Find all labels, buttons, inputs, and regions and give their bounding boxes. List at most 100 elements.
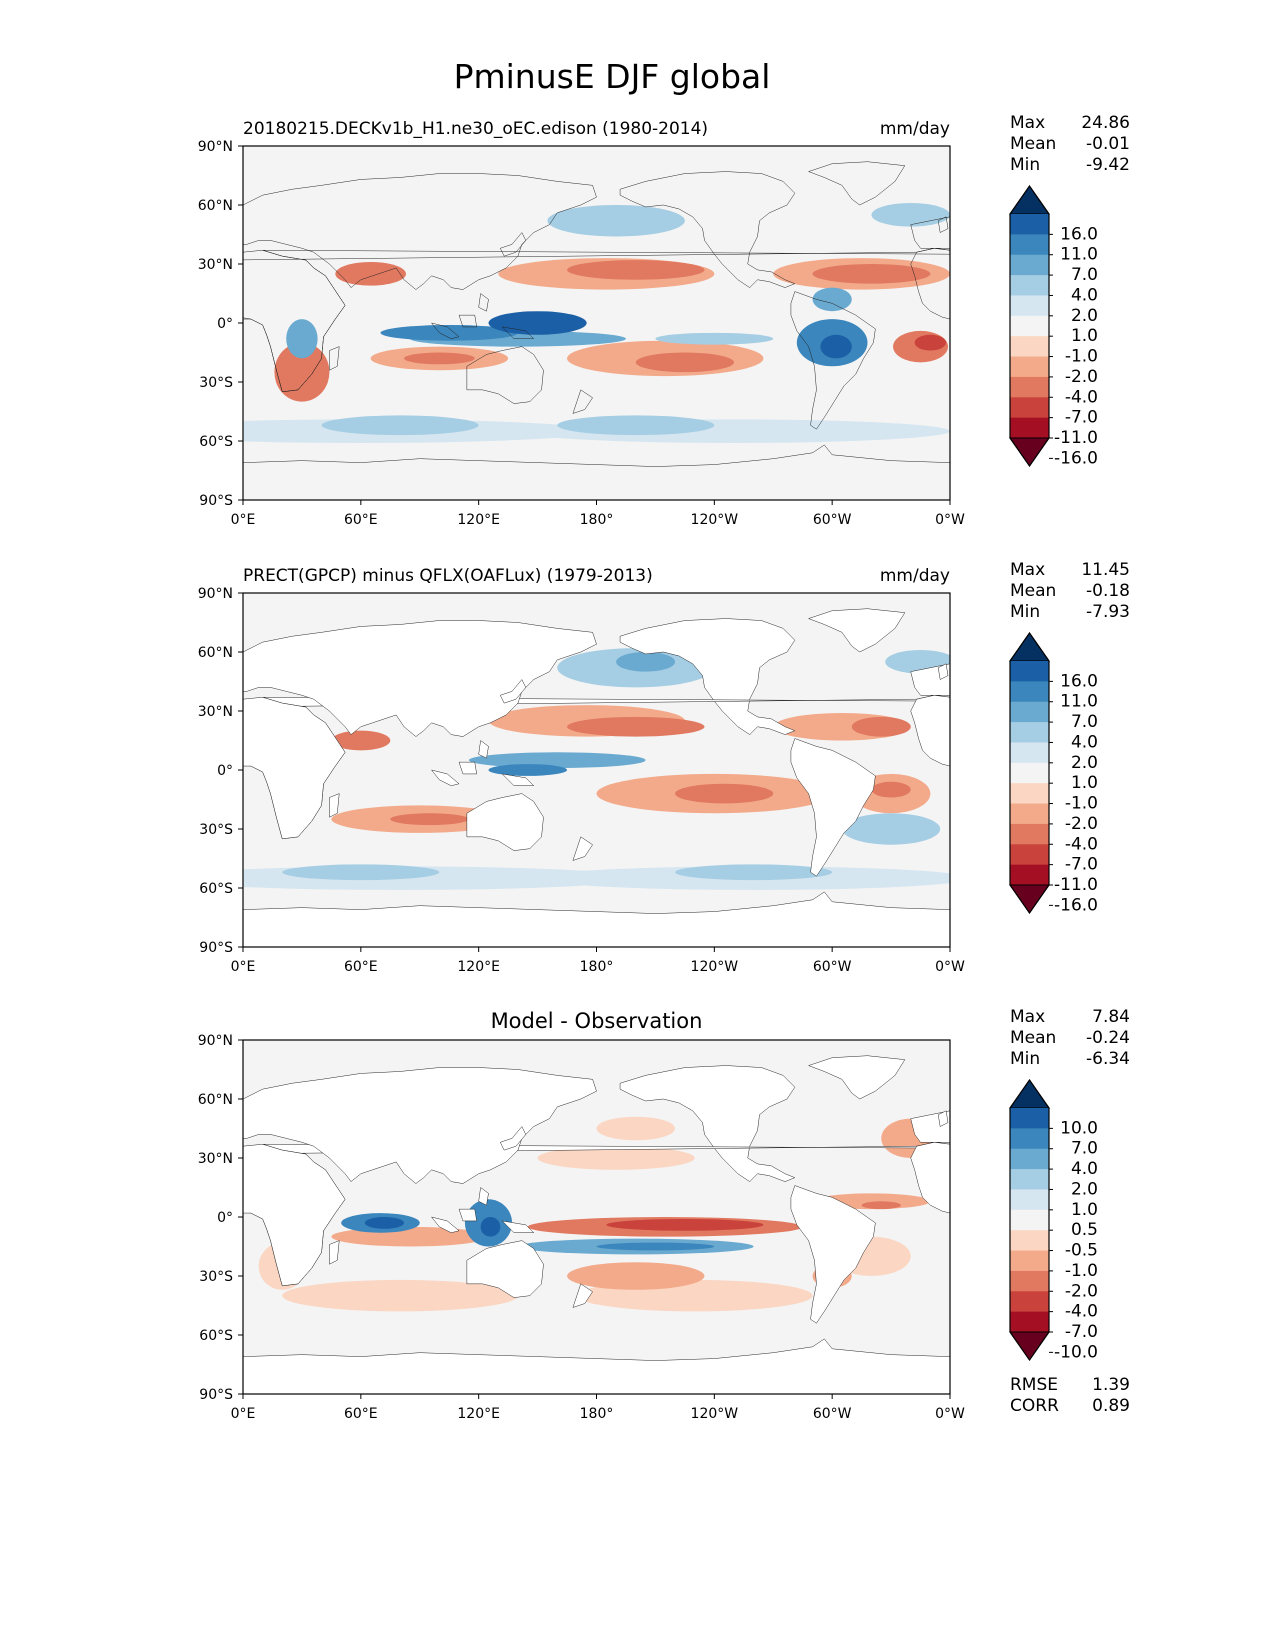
contour-region — [331, 730, 391, 751]
panel-2: 0°E 60°E 120°E 180° 120°W 60°W 0°W 90°N 60°N 30°N… — [198, 560, 1130, 975]
colorbar-label: 1.0 — [1071, 773, 1098, 793]
stat-value: -0.24 — [1086, 1028, 1130, 1048]
stat-label: Mean — [1010, 581, 1056, 601]
colorbar-segment — [1010, 254, 1049, 276]
contour-region — [480, 1217, 501, 1237]
x-tick-label: 120°E — [457, 959, 500, 975]
x-tick-label: 0°W — [935, 512, 965, 528]
y-tick-label: 0° — [217, 316, 233, 332]
x-tick-label: 120°W — [691, 512, 739, 528]
y-tick-label: 30°N — [198, 257, 233, 273]
panel-units: mm/day — [880, 566, 950, 586]
contour-region — [914, 334, 947, 351]
stat-value: 24.86 — [1081, 113, 1130, 133]
contour-region — [488, 311, 587, 335]
colorbar: 10.07.04.02.01.00.5-0.5-1.0-2.0-4.0-7.0-… — [1009, 1078, 1098, 1362]
x-tick-label: 60°E — [344, 959, 378, 975]
colorbar-segment — [1010, 823, 1049, 845]
colorbar-segment — [1010, 701, 1049, 723]
x-tick-label: 60°E — [344, 1406, 378, 1422]
contour-region — [282, 1279, 518, 1312]
colorbar-label: 16.0 — [1060, 671, 1098, 691]
colorbar-label: -4.0 — [1065, 1302, 1098, 1322]
x-tick-label: 120°W — [691, 1406, 739, 1422]
colorbar-segment — [1010, 1108, 1049, 1129]
x-tick-label: 0°E — [231, 959, 256, 975]
stat-label: Max — [1010, 560, 1045, 580]
colorbar-segment — [1010, 681, 1049, 703]
colorbar-segment — [1010, 376, 1049, 398]
colorbar-segment — [1010, 722, 1049, 743]
stat-value: -0.01 — [1086, 134, 1130, 154]
colorbar-extend-bottom — [1009, 884, 1050, 914]
colorbar-extend-bottom — [1009, 1331, 1050, 1361]
colorbar-label: 11.0 — [1060, 692, 1098, 712]
colorbar-segment — [1010, 356, 1049, 378]
y-tick-label: 60°S — [199, 881, 233, 897]
colorbar-label: -2.0 — [1065, 814, 1098, 834]
contour-region — [468, 752, 646, 769]
x-tick-label: 120°E — [457, 512, 500, 528]
stat-value: -9.42 — [1086, 155, 1130, 175]
contour-region — [404, 352, 475, 365]
colorbar: 16.011.07.04.02.01.0-1.0-2.0-4.0-7.0-11.… — [1009, 184, 1098, 468]
contour-region — [841, 813, 941, 845]
y-tick-label: 0° — [217, 1210, 233, 1226]
contour-region — [851, 716, 911, 737]
colorbar-label: 7.0 — [1071, 712, 1098, 732]
contour-region — [616, 652, 676, 672]
colorbar-segment — [1010, 1311, 1049, 1333]
contour-region — [380, 324, 518, 341]
x-tick-label: 0°W — [935, 1406, 965, 1422]
colorbar-label: -2.0 — [1065, 367, 1098, 387]
map-field — [243, 593, 950, 947]
contour-region — [596, 1242, 715, 1251]
stat-value: -0.18 — [1086, 581, 1130, 601]
colorbar-label: 10.0 — [1060, 1118, 1098, 1138]
panel-title: PRECT(GPCP) minus QFLX(OAFLux) (1979-201… — [243, 566, 653, 586]
colorbar-label: 7.0 — [1071, 265, 1098, 285]
contour-region — [596, 1116, 676, 1141]
colorbar: 16.011.07.04.02.01.0-1.0-2.0-4.0-7.0-11.… — [1009, 631, 1098, 915]
y-tick-label: 90°S — [199, 493, 233, 509]
stat-label: Max — [1010, 1007, 1045, 1027]
panel-title: 20180215.DECKv1b_H1.ne30_oEC.edison (198… — [243, 119, 708, 139]
x-tick-label: 180° — [580, 512, 614, 528]
contour-region — [635, 352, 734, 373]
contour-region — [390, 813, 469, 826]
y-tick-label: 90°N — [198, 1033, 233, 1049]
colorbar-label: -11.0 — [1054, 875, 1098, 895]
contour-region — [488, 764, 568, 776]
colorbar-segment — [1010, 783, 1049, 805]
y-tick-label: 60°N — [198, 645, 233, 661]
metric-label: CORR — [1010, 1396, 1059, 1416]
contour-region — [321, 415, 479, 436]
colorbar-segment — [1010, 1270, 1049, 1292]
y-tick-label: 60°N — [198, 198, 233, 214]
contour-region — [557, 415, 715, 436]
y-tick-label: 30°S — [199, 1269, 233, 1285]
x-tick-label: 180° — [580, 959, 614, 975]
y-tick-label: 30°N — [198, 1151, 233, 1167]
y-tick-label: 30°S — [199, 822, 233, 838]
colorbar-segment — [1010, 864, 1049, 886]
contour-region — [364, 1217, 405, 1229]
colorbar-segment — [1010, 1189, 1049, 1211]
panel-units: mm/day — [880, 119, 950, 139]
colorbar-label: -2.0 — [1065, 1281, 1098, 1301]
colorbar-segment — [1010, 417, 1049, 439]
y-tick-label: 30°S — [199, 375, 233, 391]
contour-region — [812, 264, 931, 284]
colorbar-segment — [1010, 234, 1049, 256]
contour-region — [675, 783, 774, 804]
colorbar-label: -1.0 — [1065, 794, 1098, 814]
colorbar-segment — [1010, 661, 1049, 682]
colorbar-label: 4.0 — [1071, 732, 1098, 752]
colorbar-segment — [1010, 1291, 1049, 1313]
metric-value: 1.39 — [1092, 1375, 1130, 1395]
colorbar-label: 11.0 — [1060, 245, 1098, 265]
stat-value: -6.34 — [1086, 1049, 1130, 1069]
metric-value: 0.89 — [1092, 1396, 1130, 1416]
colorbar-label: -4.0 — [1065, 387, 1098, 407]
contour-region — [547, 205, 685, 237]
